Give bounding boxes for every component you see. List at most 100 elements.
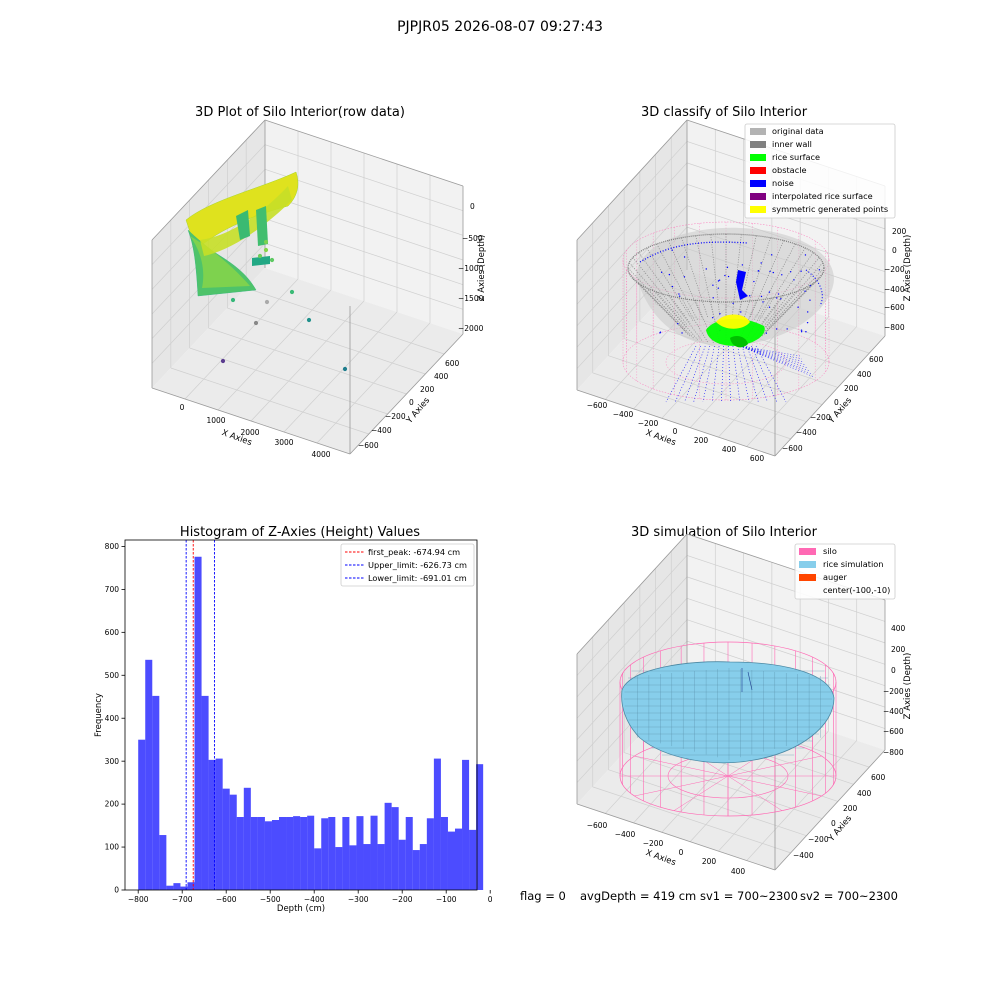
histogram-bar (349, 845, 357, 890)
raw-point (289, 289, 295, 295)
simulation-xtick: −600 (587, 821, 608, 830)
histogram-xtick-label: −600 (216, 895, 237, 904)
simulation-y-label: Y Axies (826, 813, 854, 844)
histogram-bar (243, 787, 251, 890)
noise-point (749, 295, 751, 297)
noise-ray (741, 345, 759, 403)
legend-label: center(-100,-10) (823, 585, 890, 595)
classify-ztick: 0 (892, 246, 897, 255)
noise-point (797, 306, 799, 308)
axis-edge (576, 803, 776, 871)
raw-surface-fragment (236, 210, 250, 240)
histogram-bar (455, 828, 463, 890)
axis-edge (151, 387, 351, 455)
legend-swatch (750, 180, 766, 187)
histogram-ytick-label: 800 (105, 542, 120, 551)
axis-edge (576, 119, 688, 241)
noise-point (678, 295, 681, 297)
inner-wall-points (656, 243, 699, 321)
histogram-bar (173, 883, 181, 890)
histogram-bar (222, 788, 230, 890)
noise-point (741, 264, 744, 266)
noise-ray (728, 345, 731, 403)
silo-spoke (634, 775, 729, 797)
inner-wall-points (646, 247, 694, 322)
legend-swatch (750, 128, 766, 135)
grid-line (608, 769, 807, 837)
grid-line (576, 141, 688, 262)
noise-point (762, 301, 764, 303)
classify-zticks: 200 0 −200 −400 −600 −800 (884, 227, 907, 332)
inner-wall-points (765, 262, 824, 329)
histogram-bar (286, 816, 294, 890)
noise-point (780, 298, 782, 300)
simulation-xtick: −400 (615, 830, 636, 839)
noise-point (718, 279, 721, 281)
histogram-bar (433, 758, 441, 890)
simulation-ytick: 400 (857, 789, 872, 798)
histogram-bar (314, 848, 322, 890)
legend-swatch (799, 548, 816, 555)
silo-rim (665, 339, 787, 385)
noise-point (711, 316, 714, 319)
inner-wall-points (632, 278, 689, 335)
raw-point-cloud (185, 171, 348, 372)
noise-ray (739, 345, 807, 366)
simulation-xtick: 400 (731, 867, 746, 876)
grid-line (592, 372, 791, 440)
legend-label: interpolated rice surface (772, 191, 873, 201)
histogram-panel: Histogram of Z-Axies (Height) Values −80… (94, 525, 493, 914)
legend-label: noise (772, 178, 794, 188)
raw-surface-sheet (185, 171, 299, 251)
legend-swatch (750, 141, 766, 148)
rice-simulation-surface (621, 661, 835, 764)
legend-label: rice surface (772, 152, 820, 162)
histogram-xtick-label: −500 (260, 895, 281, 904)
figure-suptitle: PJPJR05 2026-08-07 09:27:43 (397, 19, 603, 35)
histogram-legend-frame (340, 543, 475, 587)
classify-ytick: 400 (857, 370, 872, 379)
noise-point (753, 280, 755, 283)
axis-edge (774, 335, 886, 457)
simulation-ztick: 0 (891, 666, 896, 675)
noise-point (659, 331, 662, 333)
noise-point (705, 268, 707, 270)
simulation-x-label: X Axies (644, 848, 677, 868)
status-footer: flag = 0 avgDepth = 419 cm sv1 = 700~230… (520, 889, 898, 903)
histogram-bar (138, 739, 146, 890)
noise-point (809, 285, 812, 287)
inner-wall-points (749, 240, 784, 319)
classify-xtick: 600 (750, 454, 765, 463)
histogram-bar (293, 816, 301, 890)
grid-line (639, 321, 838, 388)
histogram-bar (215, 758, 223, 890)
histogram-bar (377, 844, 385, 890)
classify-panel-title: 3D classify of Silo Interior (641, 105, 808, 120)
inner-wall-points (765, 273, 824, 333)
grid-line (576, 162, 688, 284)
raw-xtick: 3000 (274, 438, 293, 447)
histogram-title: Histogram of Z-Axies (Height) Values (180, 525, 420, 540)
auger (747, 671, 753, 691)
classify-legend: original data inner wall rice surface ob… (744, 123, 896, 219)
classify-ytick: 200 (844, 384, 859, 393)
grid-line (592, 786, 791, 854)
noise-point (789, 271, 792, 273)
noise-cluster (736, 270, 748, 300)
inner-wall-points (681, 237, 709, 318)
histogram-x-label: Depth (cm) (277, 904, 325, 914)
classify-z-label: Z Axies (Depth) (903, 235, 913, 302)
grid-line (686, 555, 886, 622)
grid-line (686, 619, 886, 687)
noise-point (732, 302, 734, 305)
histogram-bar (426, 818, 434, 890)
noise-point (668, 273, 671, 276)
histogram-bar (194, 556, 202, 890)
noise-point (805, 331, 807, 333)
noise-point (724, 274, 726, 277)
histogram-yticks: 0 100 200 300 400 500 600 700 800 (105, 542, 125, 895)
axis-edge (576, 389, 776, 457)
rice-surface (730, 336, 748, 348)
simulation-ztick: 200 (891, 645, 906, 654)
